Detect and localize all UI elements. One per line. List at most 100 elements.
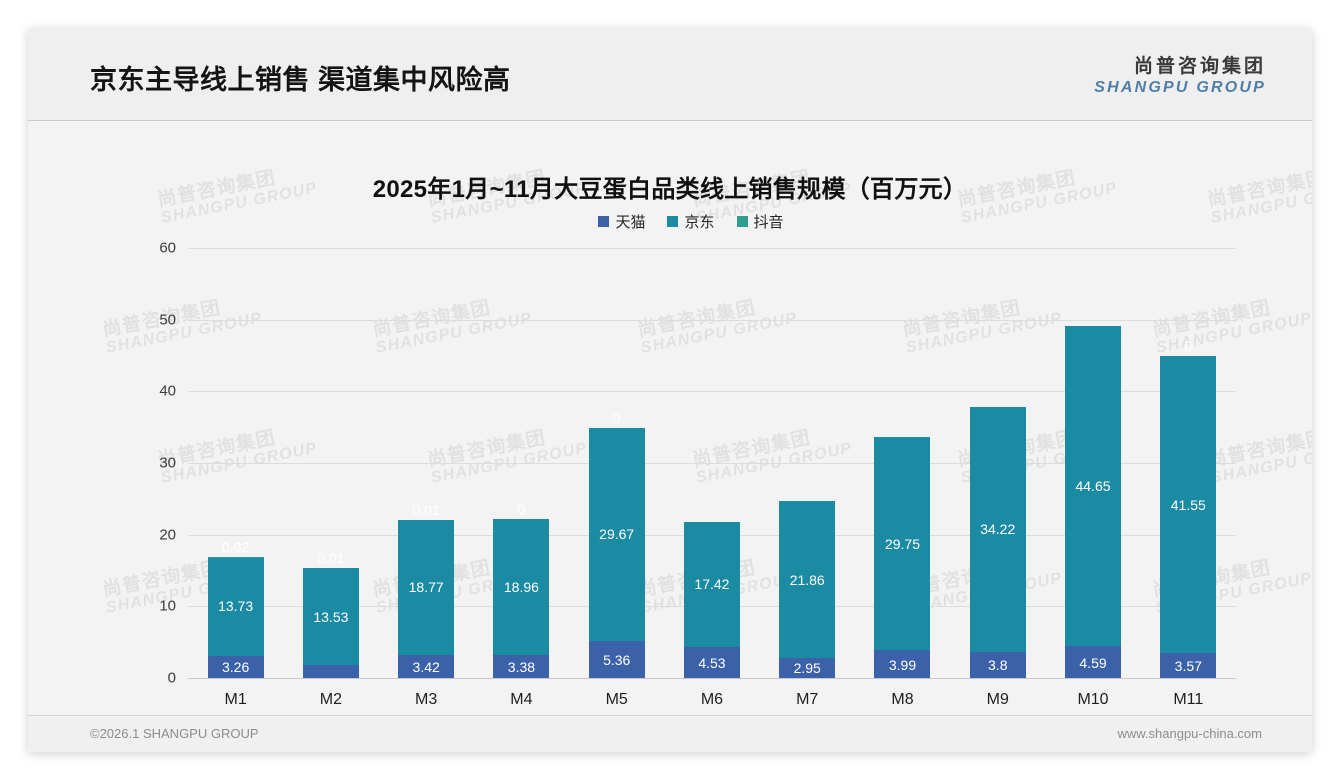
stacked-bar[interactable]: 5.36 29.67 0	[588, 410, 645, 679]
legend-swatch-icon	[598, 216, 610, 227]
legend-item-0[interactable]: 天猫	[598, 211, 645, 232]
bar-value-label: 3.26	[222, 659, 250, 676]
x-axis-tick-label: M1	[224, 691, 247, 708]
bar-value-label: 4.59	[1079, 654, 1107, 671]
bar-value-label: 3.8	[988, 657, 1008, 674]
bar-value-label: 34.22	[980, 521, 1016, 538]
chart-legend: 天猫 京东 抖音	[146, 211, 1236, 232]
bar-value-label: 0.01	[317, 550, 345, 567]
bar-column[interactable]: 3.38 18.96 0 M4	[474, 249, 568, 708]
bar-column[interactable]: 2.95 21.86 M7	[760, 249, 854, 708]
bar-segment-天猫[interactable]: 3.57	[1160, 653, 1217, 679]
bar-segment-京东[interactable]: 29.67	[588, 427, 645, 641]
gridline: 60	[159, 240, 1236, 257]
chart-title: 2025年1月~11月大豆蛋白品类线上销售规模（百万元）	[372, 176, 968, 203]
y-axis-tick-label: 60	[159, 239, 176, 257]
slide-footer: ©2026.1 SHANGPU GROUP www.shangpu-china.…	[28, 715, 1312, 752]
x-axis-tick-label: M11	[1173, 691, 1204, 708]
bar-value-label: 0.02	[222, 539, 250, 556]
bar-value-label: 29.75	[884, 535, 920, 552]
bar-column[interactable]: 3.99 29.75 M8	[855, 249, 949, 708]
bar-segment-京东[interactable]: 17.42	[683, 521, 740, 647]
stacked-bar[interactable]: 4.59 44.65	[1065, 326, 1122, 679]
y-axis-tick-label: 30	[159, 454, 176, 472]
bar-value-label: 17.42	[694, 576, 730, 593]
bar-segment-天猫[interactable]: 5.36	[588, 640, 645, 679]
y-axis-tick-label: 50	[159, 311, 176, 329]
slide-header: 京东主导线上销售 渠道集中风险高 尚普咨询集团 SHANGPU GROUP	[28, 28, 1312, 121]
bar-segment-京东[interactable]: 13.73	[207, 557, 264, 656]
bar-segment-京东[interactable]: 18.96	[493, 518, 550, 655]
bar-column[interactable]: 4.59 44.65 M10	[1046, 249, 1140, 708]
bar-value-label: 21.86	[789, 571, 825, 588]
x-axis-tick-label: M10	[1077, 691, 1109, 708]
bar-column[interactable]: 3.8 34.22 M9	[951, 249, 1045, 708]
x-axis-tick-label: M8	[891, 691, 914, 708]
stacked-bar[interactable]: 1.92 13.53 0.01	[302, 550, 359, 679]
logo-chinese-text: 尚普咨询集团	[1133, 56, 1266, 77]
chart-bars: 3.26 13.73 0.02 M1 1.92 13.53 0.01 M2 3.42 18.77 0…	[188, 249, 1236, 708]
stacked-bar[interactable]: 3.57 41.55 0	[1160, 338, 1217, 679]
x-axis-tick-label: M5	[605, 691, 628, 708]
bar-segment-天猫[interactable]: 4.53	[683, 646, 740, 679]
slide-body: 尚普咨询集团 SHANGPU GROUP 尚普咨询集团 SHANGPU GROUP 尚普…	[28, 121, 1312, 716]
bar-segment-天猫[interactable]: 3.38	[493, 654, 550, 679]
bar-segment-天猫[interactable]: 2.95	[779, 657, 836, 679]
bar-value-label: 13.73	[218, 598, 254, 615]
bar-segment-京东[interactable]: 34.22	[969, 406, 1026, 652]
bar-segment-天猫[interactable]: 4.59	[1065, 646, 1122, 679]
bar-value-label: 13.53	[313, 608, 349, 625]
bar-value-label: 3.99	[888, 656, 917, 673]
y-axis-tick-label: 20	[159, 526, 176, 544]
footer-website: www.shangpu-china.com	[1117, 726, 1262, 741]
x-axis-tick-label: M4	[510, 691, 533, 708]
bar-value-label: 0	[1184, 337, 1193, 354]
bar-column[interactable]: 3.57 41.55 0 M11	[1141, 249, 1235, 708]
chart-plot-area: 天猫 京东 抖音 0 10 20 30 40 50 60 3.26 13.73 0.02 M1 1.92…	[146, 214, 1236, 708]
bar-value-label: 2.95	[793, 660, 821, 677]
bar-value-label: 0	[612, 409, 621, 426]
legend-item-2[interactable]: 抖音	[736, 211, 784, 232]
bar-column[interactable]: 3.42 18.77 0.01 M3	[379, 249, 473, 708]
bar-value-label: 3.57	[1174, 658, 1202, 675]
stacked-bar[interactable]: 3.42 18.77 0.01	[398, 502, 455, 679]
bar-segment-京东[interactable]: 44.65	[1065, 326, 1122, 647]
legend-item-1[interactable]: 京东	[667, 211, 715, 232]
stacked-bar[interactable]: 3.99 29.75	[874, 437, 931, 679]
bar-value-label: 41.55	[1170, 496, 1206, 513]
bar-column[interactable]: 4.53 17.42 M6	[665, 249, 759, 708]
brand-logo: 尚普咨询集团 SHANGPU GROUP	[1094, 56, 1266, 97]
bar-segment-京东[interactable]: 29.75	[874, 437, 931, 651]
logo-english-text: SHANGPU GROUP	[1094, 78, 1266, 96]
stacked-bar[interactable]: 3.26 13.73 0.02	[207, 539, 264, 679]
bar-segment-京东[interactable]: 41.55	[1160, 355, 1217, 654]
bar-value-label: 0.01	[412, 501, 440, 518]
legend-label: 天猫	[615, 214, 646, 231]
stacked-bar[interactable]: 3.8 34.22	[969, 406, 1026, 679]
y-axis-tick-label: 0	[167, 669, 176, 687]
legend-swatch-icon	[667, 216, 679, 227]
bar-segment-天猫[interactable]: 1.92	[302, 647, 359, 679]
x-axis-tick-label: M2	[319, 691, 343, 708]
page-title: 京东主导线上销售 渠道集中风险高	[90, 65, 511, 95]
bar-column[interactable]: 1.92 13.53 0.01 M2	[284, 249, 378, 708]
bar-value-label: 5.36	[603, 651, 631, 668]
slide: 京东主导线上销售 渠道集中风险高 尚普咨询集团 SHANGPU GROUP 尚普…	[28, 28, 1312, 752]
legend-swatch-icon	[736, 216, 748, 227]
x-axis-tick-label: M9	[986, 691, 1009, 708]
stacked-bar[interactable]: 4.53 17.42	[683, 521, 740, 679]
x-axis-tick-label: M7	[796, 691, 819, 708]
bar-segment-京东[interactable]: 13.53	[302, 568, 359, 666]
bar-column[interactable]: 3.26 13.73 0.02 M1	[188, 249, 282, 708]
x-axis-tick-label: M3	[415, 691, 438, 708]
stacked-bar[interactable]: 3.38 18.96 0	[493, 501, 550, 679]
bar-column[interactable]: 5.36 29.67 0 M5	[570, 249, 664, 708]
bar-segment-京东[interactable]: 21.86	[779, 501, 836, 658]
bar-value-label: 3.42	[412, 658, 440, 675]
bar-segment-天猫[interactable]: 3.8	[969, 651, 1026, 679]
stacked-bar[interactable]: 2.95 21.86	[779, 501, 836, 679]
bar-segment-天猫[interactable]: 3.26	[207, 655, 264, 679]
bar-segment-天猫[interactable]: 3.99	[874, 650, 931, 679]
bar-segment-京东[interactable]: 18.77	[398, 519, 455, 655]
bar-segment-天猫[interactable]: 3.42	[398, 654, 455, 679]
